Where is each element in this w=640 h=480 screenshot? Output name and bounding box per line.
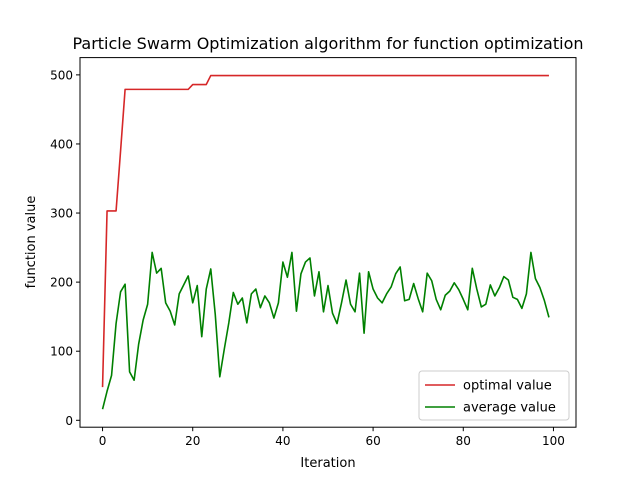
legend-label-average-value: average value bbox=[463, 401, 556, 416]
x-tick-label: 60 bbox=[365, 434, 380, 448]
series-line-average-value bbox=[101, 251, 550, 410]
y-axis-label: function value bbox=[24, 196, 39, 289]
plot-background bbox=[80, 57, 576, 428]
x-tick-label: 100 bbox=[542, 434, 565, 448]
x-tick-label: 80 bbox=[456, 434, 471, 448]
y-tick-label: 400 bbox=[50, 137, 73, 151]
legend-label-optimal-value: optimal value bbox=[463, 379, 552, 394]
chart-title: Particle Swarm Optimization algorithm fo… bbox=[72, 34, 583, 53]
plot-frame bbox=[79, 57, 577, 428]
x-tick-label: 0 bbox=[99, 434, 107, 448]
y-tick-label: 300 bbox=[50, 207, 73, 221]
legend: optimal value average value bbox=[418, 370, 570, 421]
series-line-optimal-value bbox=[101, 74, 549, 388]
y-axis-ticks: 0 100 200 300 400 500 bbox=[50, 68, 80, 428]
legend-box bbox=[418, 370, 570, 421]
x-axis-ticks: 0 20 40 60 80 100 bbox=[99, 427, 565, 448]
x-tick-label: 20 bbox=[185, 434, 200, 448]
y-tick-label: 100 bbox=[50, 345, 73, 359]
plot-area bbox=[79, 57, 577, 428]
x-tick-label: 40 bbox=[275, 434, 290, 448]
y-tick-label: 500 bbox=[50, 68, 73, 82]
y-tick-label: 0 bbox=[65, 414, 73, 428]
x-axis-label: Iteration bbox=[300, 456, 355, 471]
series-layer bbox=[101, 74, 550, 410]
y-tick-label: 200 bbox=[50, 276, 73, 290]
